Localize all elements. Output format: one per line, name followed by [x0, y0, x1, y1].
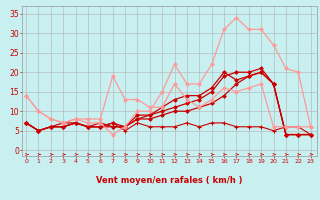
X-axis label: Vent moyen/en rafales ( km/h ): Vent moyen/en rafales ( km/h ): [96, 176, 243, 185]
